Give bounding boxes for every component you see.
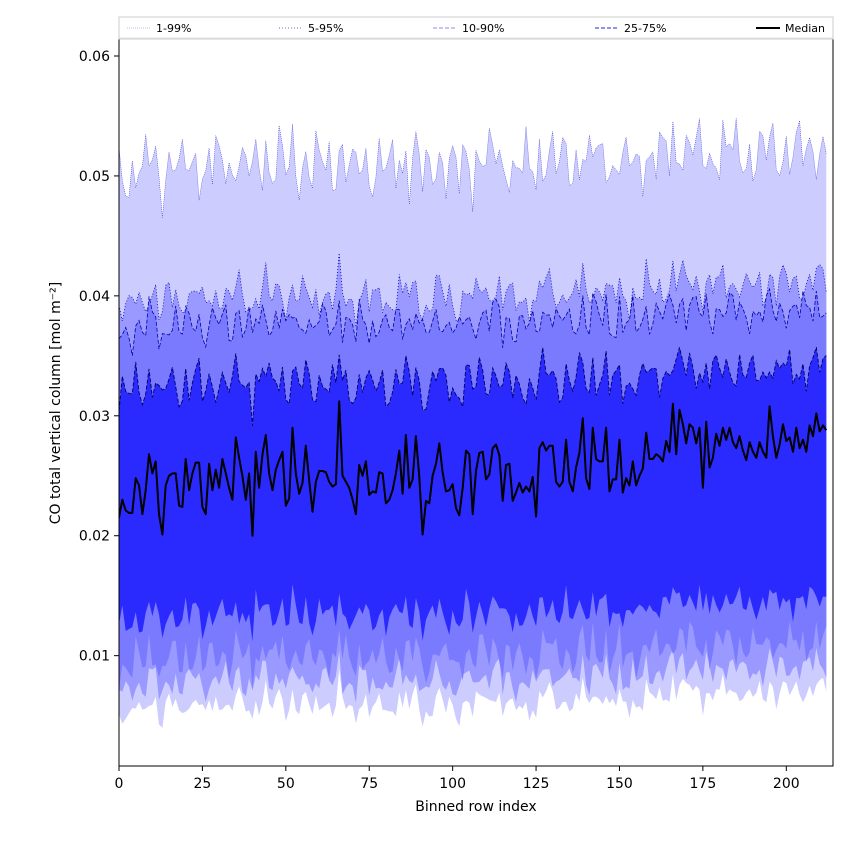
y-tick-label: 0.06 <box>79 49 110 65</box>
x-axis: 0 25 50 75 100 125 150 175 200 <box>115 766 800 792</box>
x-tick-label: 50 <box>277 776 295 792</box>
y-axis: 0.01 0.02 0.03 0.04 0.05 0.06 <box>79 49 119 665</box>
x-tick-label: 175 <box>690 776 717 792</box>
legend-label: 1-99% <box>156 22 191 35</box>
y-tick-label: 0.03 <box>79 409 110 425</box>
y-tick-label: 0.04 <box>79 289 110 305</box>
x-tick-label: 125 <box>523 776 550 792</box>
legend-label: Median <box>785 22 825 35</box>
y-axis-label: CO total vertical column [mol m⁻²] <box>48 282 64 524</box>
x-tick-label: 150 <box>606 776 633 792</box>
x-tick-label: 25 <box>193 776 211 792</box>
legend-box <box>118 16 834 40</box>
band-5-95-upper-edge <box>119 253 827 328</box>
y-tick-label: 0.05 <box>79 169 110 185</box>
median-line <box>119 400 828 537</box>
band-10-90-upper-edge <box>119 287 827 356</box>
legend-label: 25-75% <box>624 22 666 35</box>
x-tick-label: 100 <box>439 776 466 792</box>
x-tick-label: 0 <box>115 776 124 792</box>
x-axis-label: Binned row index <box>415 799 536 815</box>
x-tick-label: 75 <box>360 776 378 792</box>
y-tick-label: 0.02 <box>79 529 110 545</box>
legend-label: 5-95% <box>308 22 343 35</box>
band-1-99-upper-edge <box>119 118 827 218</box>
x-tick-label: 200 <box>773 776 800 792</box>
y-tick-label: 0.01 <box>79 649 110 665</box>
percentile-bands <box>119 118 827 728</box>
legend: 1-99% 5-95% 10-90% 25-75% Median <box>118 16 834 40</box>
band-25-75 <box>119 347 827 642</box>
band-25-75-upper-edge <box>119 346 827 426</box>
legend-label: 10-90% <box>462 22 504 35</box>
median-line-group <box>119 400 828 537</box>
